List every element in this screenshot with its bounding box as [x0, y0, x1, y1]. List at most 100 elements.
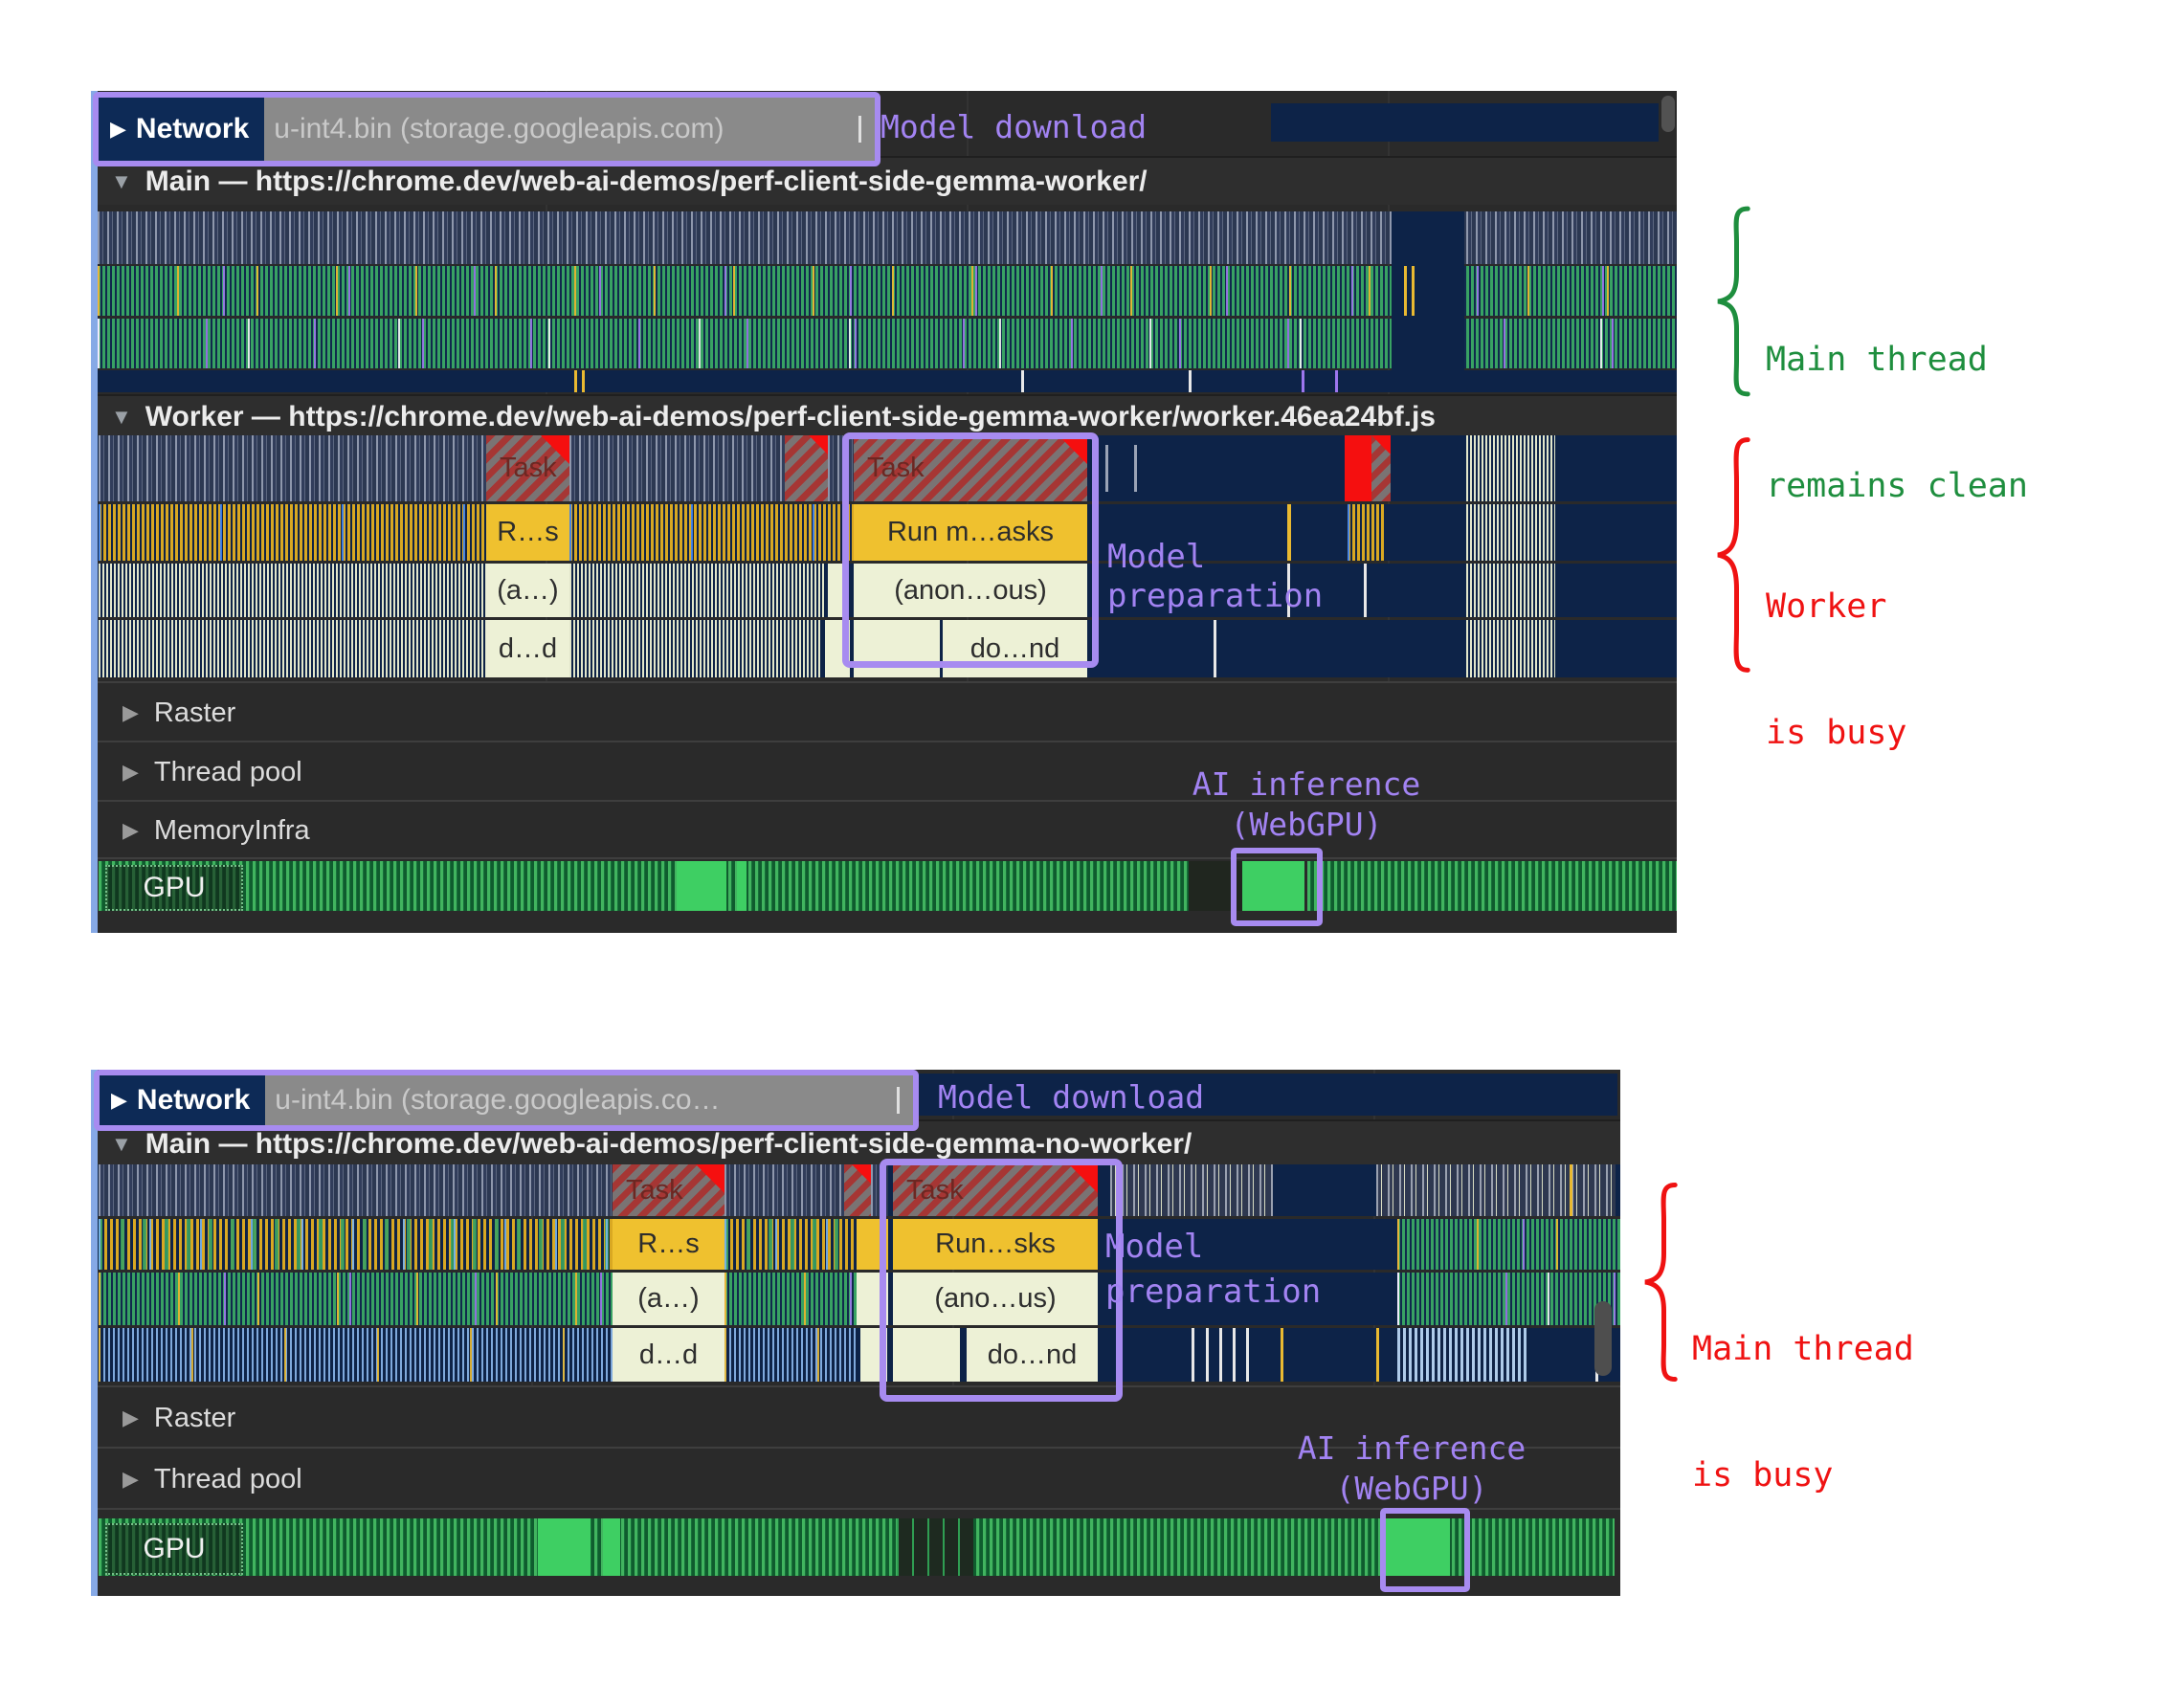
track-gpu[interactable]: GPU: [98, 857, 1677, 933]
function-block[interactable]: R…s: [613, 1219, 724, 1270]
network-track-toggle[interactable]: ▶ Network: [100, 1075, 266, 1125]
track-thread-pool[interactable]: ▶ Thread pool: [98, 741, 1677, 802]
task-block[interactable]: [785, 435, 828, 501]
gpu-activity-bar[interactable]: [99, 861, 1189, 911]
function-block[interactable]: [854, 620, 940, 677]
expand-icon: ▶: [123, 1467, 139, 1491]
function-block[interactable]: (a…): [613, 1273, 724, 1325]
gpu-solid-segment[interactable]: [603, 1518, 620, 1576]
gpu-inference-segment[interactable]: [1386, 1518, 1450, 1576]
gpu-track-label: GPU: [105, 1523, 243, 1575]
main-flame-row-4[interactable]: d…d do…nd: [98, 1328, 1620, 1382]
event-tick: [1335, 370, 1338, 392]
task-fragment: [1371, 435, 1391, 501]
event-tick: [1233, 1328, 1236, 1382]
function-block[interactable]: [893, 1328, 960, 1382]
model-preparation-annotation-line1: Model: [1105, 1228, 1204, 1266]
function-block[interactable]: d…d: [613, 1328, 724, 1382]
model-preparation-annotation-line2: preparation: [1107, 577, 1324, 615]
worker-flame-row-4[interactable]: d…d do…nd: [98, 620, 1677, 677]
expand-icon: ▶: [111, 1088, 127, 1112]
text-cursor: [897, 1087, 900, 1114]
track-memory-infra[interactable]: ▶ MemoryInfra: [98, 800, 1677, 859]
gpu-sparse-segment: [897, 1518, 973, 1576]
main-flame-row-1[interactable]: Task Task: [98, 1164, 1620, 1216]
task-block[interactable]: Task: [854, 435, 1087, 501]
ai-inference-annotation-line1: AI inference: [1297, 1429, 1527, 1467]
worker-flame-row-3[interactable]: (a…) (anon…ous): [98, 564, 1677, 617]
track-raster[interactable]: ▶ Raster: [98, 1385, 1620, 1449]
gpu-activity-bar[interactable]: [1307, 861, 1677, 911]
track-label: MemoryInfra: [153, 814, 310, 846]
long-task-marker: [1345, 435, 1371, 501]
network-track-label: Network: [135, 113, 250, 144]
task-block[interactable]: Task: [613, 1164, 724, 1216]
task-block[interactable]: Task: [893, 1164, 1098, 1216]
ai-inference-annotation-line2: (WebGPU): [1335, 1470, 1488, 1507]
event-tick: [1570, 1164, 1572, 1216]
event-tick: [1404, 266, 1407, 316]
main-flame-row-4[interactable]: [98, 370, 1677, 392]
activity-cluster: [1466, 564, 1555, 617]
main-track-title: Main — https://chrome.dev/web-ai-demos/p…: [145, 1127, 1192, 1160]
gpu-idle-gap: [1189, 861, 1242, 911]
network-request-bar[interactable]: [1271, 103, 1659, 142]
expand-icon: ▶: [123, 760, 139, 784]
event-tick: [1134, 445, 1137, 492]
collapse-icon: ▼: [111, 168, 132, 193]
network-track-toggle[interactable]: ▶ Network: [99, 98, 265, 161]
network-request-bar[interactable]: [909, 1074, 1617, 1116]
function-block[interactable]: Run…sks: [893, 1219, 1098, 1270]
collapse-icon: ▼: [111, 404, 132, 429]
green-curly-brace: [1705, 203, 1755, 400]
gpu-solid-segment[interactable]: [677, 861, 726, 911]
network-request-filename: u-int4.bin (storage.googleapis.co…: [265, 1075, 913, 1125]
function-block[interactable]: do…nd: [967, 1328, 1098, 1382]
worker-flame-row-2[interactable]: R…s Run m…asks: [98, 504, 1677, 561]
gpu-inference-segment[interactable]: [1242, 861, 1304, 911]
main-flame-row-3[interactable]: (a…) (ano…us): [98, 1273, 1620, 1325]
devtools-performance-panel-worker: ▶ Network u-int4.bin (storage.googleapis…: [91, 91, 1677, 933]
function-sliver: [828, 564, 847, 617]
gpu-activity-bar[interactable]: [99, 1518, 1615, 1576]
function-block[interactable]: (anon…ous): [854, 564, 1087, 617]
network-track-highlight-box: ▶ Network u-int4.bin (storage.googleapis…: [94, 1070, 919, 1131]
track-gpu[interactable]: GPU: [98, 1508, 1620, 1596]
function-sliver: [857, 1273, 888, 1325]
track-label: Thread pool: [153, 756, 302, 787]
event-tick: [1219, 1328, 1222, 1382]
worker-track-title: Worker — https://chrome.dev/web-ai-demos…: [145, 400, 1436, 432]
scrollbar-thumb[interactable]: [1594, 1301, 1612, 1376]
task-block[interactable]: Task: [486, 435, 569, 501]
function-block[interactable]: d…d: [486, 620, 569, 677]
panel-left-border: [91, 91, 98, 933]
gpu-solid-segment[interactable]: [737, 861, 747, 911]
event-tick: [1206, 1328, 1209, 1382]
scrollbar-thumb[interactable]: [1661, 96, 1675, 132]
main-flame-row-2[interactable]: R…s Run…sks: [98, 1219, 1620, 1270]
annotation-main-thread-busy: Main thread is busy: [1692, 1330, 1914, 1495]
track-thread-pool[interactable]: ▶ Thread pool: [98, 1447, 1620, 1510]
function-block[interactable]: Run m…asks: [854, 504, 1087, 561]
activity-cluster: [1466, 620, 1555, 677]
event-tick: [1412, 266, 1415, 316]
model-download-annotation: Model download: [938, 1078, 1205, 1116]
function-sliver: [860, 1328, 887, 1382]
event-tick: [1287, 504, 1291, 561]
collapse-icon: ▼: [111, 1131, 132, 1156]
event-tick: [1192, 1328, 1194, 1382]
task-block[interactable]: [844, 1164, 871, 1216]
worker-track-header[interactable]: ▼ Worker — https://chrome.dev/web-ai-dem…: [98, 394, 1677, 437]
function-block[interactable]: do…nd: [943, 620, 1087, 677]
function-block[interactable]: R…s: [486, 504, 569, 561]
activity-cluster: [1397, 1328, 1529, 1382]
text-cursor: [858, 116, 861, 143]
track-raster[interactable]: ▶ Raster: [98, 681, 1677, 742]
gpu-solid-segment[interactable]: [538, 1518, 591, 1576]
main-flame-idle-gap: [1392, 211, 1464, 370]
red-curly-brace: [1705, 432, 1755, 677]
function-block[interactable]: (ano…us): [893, 1273, 1098, 1325]
function-block[interactable]: (a…): [486, 564, 569, 617]
network-track-highlight-box: ▶ Network u-int4.bin (storage.googleapis…: [93, 92, 880, 166]
worker-flame-row-1[interactable]: Task Task: [98, 435, 1677, 501]
